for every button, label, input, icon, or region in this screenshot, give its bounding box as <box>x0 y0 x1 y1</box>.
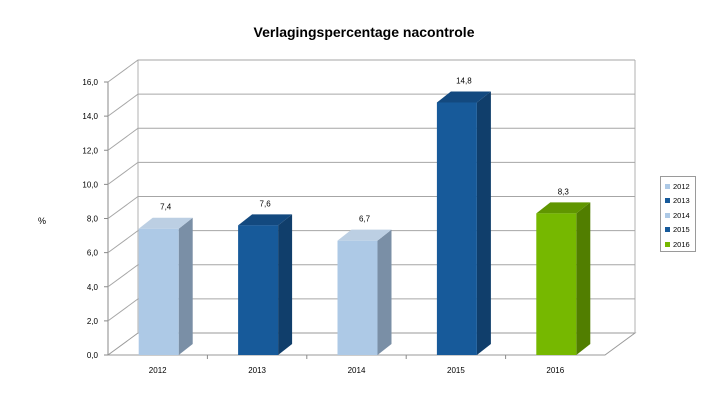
bar <box>536 213 577 355</box>
legend-label: 2012 <box>673 181 690 191</box>
bar-top <box>138 217 193 229</box>
chart-bars <box>138 91 591 355</box>
bar-side <box>476 91 491 355</box>
chart-title: Verlagingspercentage nacontrole <box>253 24 475 40</box>
y-tick-label: 0,0 <box>87 351 99 360</box>
legend-item: 2014 <box>665 208 695 223</box>
data-label: 8,3 <box>558 187 570 196</box>
bar-side <box>377 229 392 355</box>
bar-top <box>337 229 392 241</box>
y-tick-label: 12,0 <box>82 146 98 155</box>
gridline <box>107 59 635 83</box>
x-axis-ticks: 2012 2013 2014 2015 2016 <box>149 355 565 375</box>
y-tick-label: 10,0 <box>82 180 98 189</box>
legend-swatch <box>665 212 670 218</box>
legend-label: 2013 <box>673 196 690 206</box>
bar-2013 <box>238 214 293 355</box>
bar <box>238 225 279 355</box>
y-axis-ticks: 0,0 2,0 4,0 6,0 8,0 10,0 12,0 14,0 16,0 <box>82 78 108 360</box>
legend-swatch <box>665 183 670 189</box>
data-label: 14,8 <box>456 76 472 85</box>
gridline <box>107 161 635 185</box>
y-tick-label: 16,0 <box>82 78 98 87</box>
x-tick-label: 2014 <box>348 366 366 375</box>
data-label: 7,6 <box>260 199 272 208</box>
legend-item: 2012 <box>665 179 695 194</box>
data-labels: 7,4 7,6 6,7 14,8 8,3 <box>160 76 569 223</box>
legend-item: 2013 <box>665 194 695 209</box>
legend-label: 2016 <box>673 239 690 249</box>
bar-side <box>576 202 591 355</box>
bar-2012 <box>138 217 193 355</box>
bar <box>337 240 378 355</box>
bar-2016 <box>536 202 591 355</box>
x-tick-label: 2012 <box>149 366 167 375</box>
bar-side <box>278 214 293 355</box>
chart-legend: 2012 2013 2014 2015 2016 <box>660 176 696 252</box>
gridline <box>107 127 635 151</box>
bar <box>436 102 477 355</box>
gridline <box>107 93 635 117</box>
legend-label: 2014 <box>673 210 690 220</box>
bar-top <box>436 91 491 103</box>
bar-side <box>178 217 193 355</box>
x-tick-label: 2015 <box>447 366 465 375</box>
bar <box>138 228 179 355</box>
bar-top <box>238 214 293 226</box>
x-tick-label: 2016 <box>546 366 564 375</box>
bar-2014 <box>337 229 392 355</box>
y-tick-label: 2,0 <box>87 317 99 326</box>
legend-swatch <box>665 227 670 233</box>
x-tick-label: 2013 <box>248 366 266 375</box>
legend-swatch <box>665 241 670 247</box>
data-label: 6,7 <box>359 215 371 224</box>
legend-item: 2015 <box>665 223 695 238</box>
data-label: 7,4 <box>160 203 172 212</box>
bar-top <box>536 202 591 214</box>
legend-swatch <box>665 198 670 204</box>
bar-2015 <box>436 91 491 355</box>
y-tick-label: 14,0 <box>82 112 98 121</box>
y-tick-label: 6,0 <box>87 249 99 258</box>
y-axis-label: % <box>38 216 47 226</box>
y-tick-label: 4,0 <box>87 283 99 292</box>
y-tick-label: 8,0 <box>87 215 99 224</box>
legend-label: 2015 <box>673 225 690 235</box>
legend-item: 2016 <box>665 237 695 252</box>
